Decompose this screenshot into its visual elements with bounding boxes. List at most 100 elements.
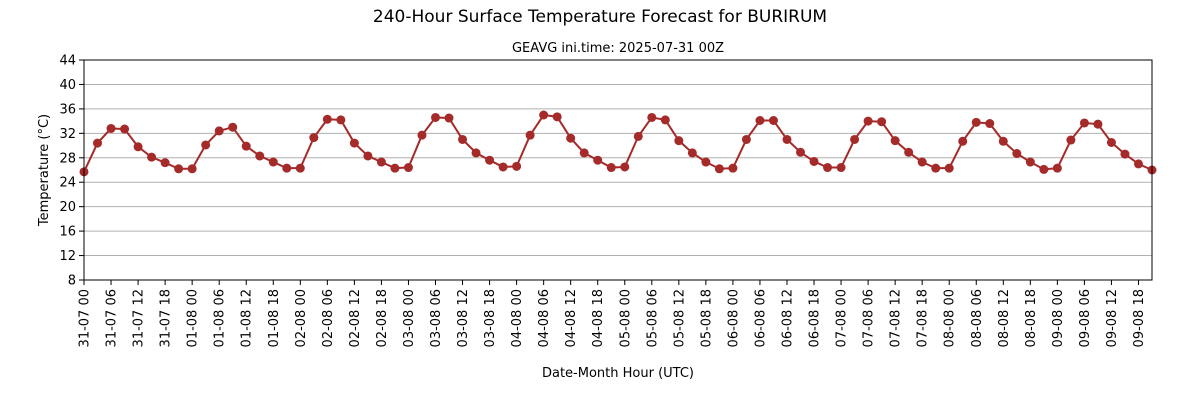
data-point [877,117,887,127]
data-point [1066,135,1076,145]
data-point [241,141,251,151]
x-tick-label: 05-08 12 [672,289,687,347]
x-tick-label: 09-08 00 [1051,289,1066,347]
y-axis: 8 12 16 20 24 28 32 36 40 44 [59,54,84,289]
data-point [579,148,589,158]
data-point [904,147,914,157]
data-point [823,163,833,173]
y-tick-label: 44 [59,54,76,69]
data-point [917,157,927,167]
chart-subtitle: GEAVG ini.time: 2025-07-31 00Z [512,41,724,56]
data-point [782,134,792,144]
x-tick-label: 04-08 12 [564,289,579,347]
x-tick-label: 07-08 00 [835,289,850,347]
x-tick-label: 09-08 12 [1105,289,1120,347]
data-point [971,117,981,127]
x-tick-label: 04-08 18 [591,289,606,347]
data-point [1120,149,1130,159]
data-point [120,124,130,134]
data-point [106,123,116,133]
x-tick-label: 08-08 00 [943,289,958,347]
x-tick-label: 31-07 12 [132,289,147,347]
x-tick-label: 07-08 06 [862,289,877,347]
data-point [1052,163,1062,173]
x-tick-label: 05-08 06 [645,289,660,347]
chart-title: 240-Hour Surface Temperature Forecast fo… [373,7,827,27]
x-tick-label: 02-08 06 [321,289,336,347]
data-point [498,162,508,172]
data-point [931,163,941,173]
data-point [228,122,238,132]
data-point [201,140,211,150]
x-tick-label: 04-08 06 [537,289,552,347]
data-point [93,138,103,148]
data-point [701,157,711,167]
data-point [674,136,684,146]
x-tick-label: 03-08 12 [456,289,471,347]
data-point [633,131,643,141]
x-tick-label: 01-08 12 [240,289,255,347]
x-axis: 31-07 00 31-07 06 31-07 12 31-07 18 01-08 00… [78,280,1147,347]
data-point [768,116,778,125]
data-point [336,115,346,125]
x-tick-label: 31-07 18 [159,289,174,347]
x-tick-label: 02-08 18 [375,289,390,347]
x-tick-label: 06-08 12 [780,289,795,347]
data-point [660,115,670,125]
x-axis-label: Date-Month Hour (UTC) [542,366,694,381]
data-point [850,134,860,144]
data-point [417,130,427,140]
y-tick-label: 16 [59,225,76,240]
data-point [620,162,630,172]
data-point [376,157,386,167]
data-point [606,163,616,173]
y-tick-label: 28 [59,151,76,166]
x-tick-label: 02-08 00 [294,289,309,347]
x-tick-label: 03-08 00 [402,289,417,347]
x-tick-label: 09-08 18 [1132,289,1147,347]
data-point [796,147,806,157]
data-point [944,163,954,173]
data-point [512,161,522,171]
y-tick-label: 20 [59,200,76,215]
data-point [444,113,454,123]
data-point [836,163,846,173]
data-point [349,138,359,148]
data-point [647,112,657,122]
y-tick-label: 40 [59,78,76,93]
x-tick-label: 02-08 12 [348,289,363,347]
x-tick-label: 31-07 00 [78,289,93,347]
data-point [998,136,1008,146]
x-tick-label: 06-08 00 [726,289,741,347]
x-tick-label: 06-08 18 [808,289,823,347]
data-point [268,157,278,167]
data-point [1133,159,1143,169]
plot-frame [83,59,1153,281]
x-tick-label: 05-08 00 [618,289,633,347]
x-tick-label: 01-08 18 [267,289,282,347]
x-tick-label: 03-08 06 [429,289,444,347]
x-tick-label: 31-07 06 [105,289,120,347]
series-temperature [79,110,1157,177]
data-point [741,134,751,144]
data-point [1012,149,1022,158]
y-tick-label: 12 [59,249,76,264]
data-point [1079,118,1089,128]
data-point [539,110,549,120]
data-point [295,163,305,173]
data-point [174,164,184,174]
data-point [890,136,900,146]
data-point [1025,157,1035,167]
data-point [471,148,481,158]
y-axis-label: Temperature (°C) [37,114,52,227]
data-point [363,151,373,161]
x-tick-label: 05-08 18 [699,289,714,347]
x-tick-label: 07-08 12 [889,289,904,347]
y-tick-label: 8 [68,274,76,289]
data-point [687,148,697,158]
x-tick-label: 08-08 18 [1024,289,1039,347]
data-point [552,112,562,122]
data-point [809,156,819,166]
x-tick-label: 08-08 06 [970,289,985,347]
